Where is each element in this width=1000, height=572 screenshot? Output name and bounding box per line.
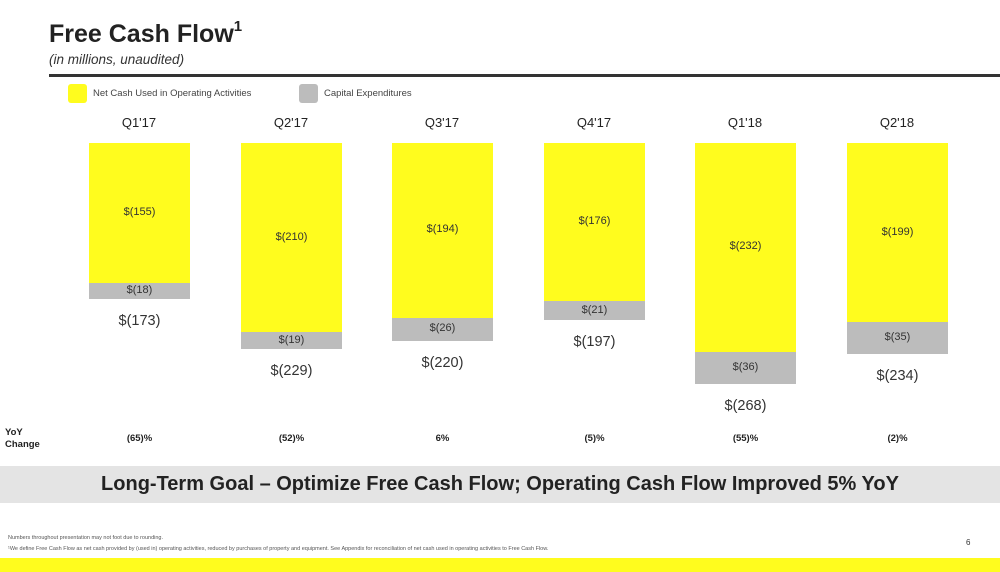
yoy-change-label: YoY Change [5,427,40,450]
title-divider [49,74,1000,77]
legend-item-capex: Capital Expenditures [299,84,412,103]
bar-label-capex: $(26) [429,322,456,335]
bar-operating: $(199) [847,143,948,323]
title-text: Free Cash Flow [49,20,234,48]
bar-operating: $(155) [89,143,190,283]
bar-capex: $(36) [695,351,796,385]
goal-banner: Long-Term Goal – Optimize Free Cash Flow… [0,466,1000,503]
footnote-definition: ¹We define Free Cash Flow as net cash pr… [8,546,549,552]
bar-operating: $(210) [241,143,342,332]
category-label: Q2'17 [273,115,309,130]
bar-label-capex: $(36) [732,360,759,373]
yoy-change-value: (5)% [584,433,605,444]
bar-label-operating: $(210) [275,230,308,243]
page-number: 6 [966,538,971,547]
legend-swatch-operating [68,84,87,103]
category-label: Q1'18 [727,115,763,130]
yoy-change-value: (52)% [278,433,305,444]
yoy-change-value: 6% [435,433,450,444]
bar-label-capex: $(35) [884,330,911,343]
total-label: $(268) [724,398,767,415]
title-footnote-mark: 1 [233,18,243,35]
category-label: Q4'17 [576,115,612,130]
bar-capex: $(35) [847,322,948,354]
bar-label-operating: $(155) [123,205,156,218]
bar-capex: $(26) [392,317,493,341]
total-label: $(229) [270,363,313,380]
total-label: $(220) [421,355,464,371]
legend-label-operating: Net Cash Used in Operating Activities [93,88,252,99]
category-label: Q3'17 [424,115,460,130]
category-label: Q1'17 [121,115,157,130]
footnote-rounding: Numbers throughout presentation may not … [8,535,164,541]
bar-capex: $(19) [241,332,342,350]
bar-operating: $(176) [544,143,645,302]
yoy-change-value: (55)% [732,433,759,444]
legend-swatch-capex [299,84,318,103]
total-label: $(234) [876,367,919,384]
bottom-accent-strip [0,558,1000,572]
bar-operating: $(194) [392,143,493,318]
category-label: Q2'18 [879,115,915,130]
bar-label-operating: $(194) [426,223,459,236]
stacked-bar-chart: Q1'17 $(155) $(18) $(173) (65)% Q2'17 $(210) $(… [89,115,948,444]
page-title: Free Cash Flow1 [49,18,243,49]
page-subtitle: (in millions, unaudited) [49,52,185,67]
bar-label-capex: $(21) [581,303,608,316]
bar-label-operating: $(232) [729,240,762,253]
bar-label-operating: $(176) [578,215,611,228]
bar-label-capex: $(18) [126,283,153,296]
bar-capex: $(18) [89,282,190,299]
total-label: $(173) [118,312,161,329]
legend-item-operating: Net Cash Used in Operating Activities [68,84,251,103]
bar-capex: $(21) [544,301,645,321]
yoy-change-value: (2)% [887,433,908,444]
yoy-change-value: (65)% [126,433,153,444]
bar-operating: $(232) [695,143,796,352]
total-label: $(197) [573,334,616,351]
legend-label-capex: Capital Expenditures [324,88,412,99]
bar-label-capex: $(19) [278,333,305,346]
bar-label-operating: $(199) [881,225,914,238]
